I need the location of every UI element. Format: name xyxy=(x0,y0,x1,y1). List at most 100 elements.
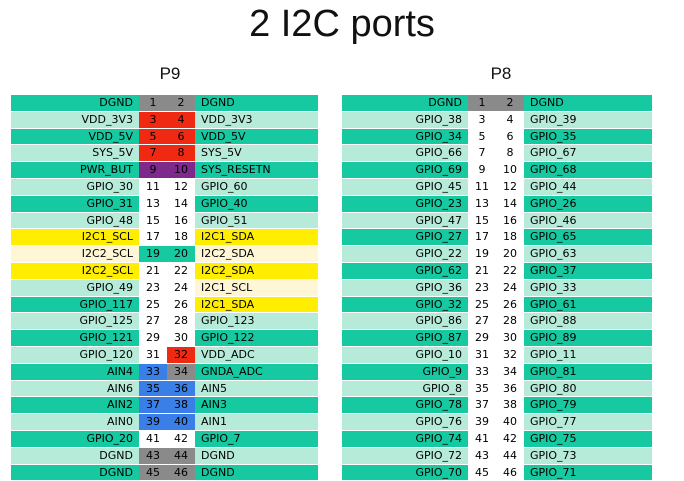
pin-number-right: 40 xyxy=(496,414,524,431)
pin-number-left: 27 xyxy=(468,313,496,331)
pin-number-right: 14 xyxy=(167,195,195,213)
pin-name-right: GPIO_89 xyxy=(524,330,652,347)
pin-name-left: VDD_5V xyxy=(11,128,139,146)
pin-name-left: GPIO_66 xyxy=(342,145,468,163)
pin-number-right: 12 xyxy=(496,178,524,196)
pin-row: GPIO_8 35 36 GPIO_80 xyxy=(342,380,652,398)
pin-number-left: 35 xyxy=(468,380,496,398)
pin-name-right: GPIO_7 xyxy=(195,430,318,448)
pin-row: GPIO_78 37 38 GPIO_79 xyxy=(342,397,652,415)
pin-name-right: GPIO_68 xyxy=(524,162,652,179)
pin-row: VDD_3V3 3 4 VDD_3V3 xyxy=(11,111,318,129)
pin-name-left: GPIO_125 xyxy=(11,313,139,331)
pin-number-right: 14 xyxy=(496,195,524,213)
pin-number-right: 26 xyxy=(496,296,524,314)
pin-name-left: GPIO_120 xyxy=(11,346,139,364)
pin-row: GPIO_74 41 42 GPIO_75 xyxy=(342,430,652,448)
pin-name-right: GPIO_81 xyxy=(524,363,652,381)
pin-row: GPIO_125 27 28 GPIO_123 xyxy=(11,313,318,331)
pin-name-left: AIN0 xyxy=(11,414,139,431)
pin-number-left: 13 xyxy=(468,195,496,213)
pin-number-left: 41 xyxy=(139,430,167,448)
pin-number-right: 10 xyxy=(496,162,524,179)
pin-number-left: 7 xyxy=(468,145,496,163)
pin-row: GPIO_48 15 16 GPIO_51 xyxy=(11,212,318,230)
pin-number-right: 32 xyxy=(496,346,524,364)
pin-name-left: GPIO_69 xyxy=(342,162,468,179)
pin-name-left: AIN4 xyxy=(11,363,139,381)
pin-row: GPIO_66 7 8 GPIO_67 xyxy=(342,145,652,163)
pin-name-right: VDD_ADC xyxy=(195,346,318,364)
pin-number-right: 24 xyxy=(496,279,524,297)
pin-name-right: GPIO_37 xyxy=(524,262,652,280)
pin-name-right: GPIO_79 xyxy=(524,397,652,415)
p9-header-table: DGND 1 2 DGND VDD_3V3 3 4 VDD_3V3 VDD_5V 5 6 VDD_5V… xyxy=(11,95,318,481)
pin-number-left: 27 xyxy=(139,313,167,331)
pin-number-right: 2 xyxy=(496,95,524,112)
pin-row: GPIO_32 25 26 GPIO_61 xyxy=(342,296,652,314)
pin-number-right: 4 xyxy=(496,111,524,129)
pin-number-right: 30 xyxy=(167,330,195,347)
pin-name-right: AIN1 xyxy=(195,414,318,431)
pin-name-right: I2C1_SDA xyxy=(195,296,318,314)
pin-row: AIN6 35 36 AIN5 xyxy=(11,380,318,398)
pin-name-right: AIN5 xyxy=(195,380,318,398)
pin-number-right: 22 xyxy=(496,262,524,280)
pin-number-left: 45 xyxy=(468,464,496,481)
pin-name-left: GPIO_48 xyxy=(11,212,139,230)
pin-row: VDD_5V 5 6 VDD_5V xyxy=(11,128,318,146)
p8-header-label: P8 xyxy=(490,64,512,83)
pin-number-left: 19 xyxy=(468,246,496,263)
pin-name-left: GPIO_34 xyxy=(342,128,468,146)
pin-name-right: I2C1_SCL xyxy=(195,279,318,297)
pin-number-right: 8 xyxy=(167,145,195,163)
pin-name-left: GPIO_38 xyxy=(342,111,468,129)
pin-number-right: 34 xyxy=(167,363,195,381)
pin-number-left: 31 xyxy=(468,346,496,364)
pin-row: PWR_BUT 9 10 SYS_RESETN xyxy=(11,162,318,179)
pin-name-right: I2C1_SDA xyxy=(195,229,318,247)
pin-row: GPIO_22 19 20 GPIO_63 xyxy=(342,246,652,263)
pin-row: GPIO_72 43 44 GPIO_73 xyxy=(342,447,652,465)
pin-name-left: VDD_3V3 xyxy=(11,111,139,129)
pin-name-right: GPIO_60 xyxy=(195,178,318,196)
pin-row: GPIO_38 3 4 GPIO_39 xyxy=(342,111,652,129)
pin-name-left: GPIO_70 xyxy=(342,464,468,481)
pin-name-left: GPIO_62 xyxy=(342,262,468,280)
pin-number-left: 11 xyxy=(468,178,496,196)
pin-number-left: 25 xyxy=(139,296,167,314)
pin-name-right: VDD_5V xyxy=(195,128,318,146)
pin-number-right: 16 xyxy=(496,212,524,230)
pin-number-left: 7 xyxy=(139,145,167,163)
pin-name-right: GPIO_88 xyxy=(524,313,652,331)
pin-name-right: AIN3 xyxy=(195,397,318,415)
pin-number-left: 25 xyxy=(468,296,496,314)
pin-number-left: 45 xyxy=(139,464,167,481)
pin-row: GPIO_45 11 12 GPIO_44 xyxy=(342,178,652,196)
pin-number-left: 39 xyxy=(139,414,167,431)
pin-row: DGND 1 2 DGND xyxy=(11,95,318,112)
pin-number-left: 19 xyxy=(139,246,167,263)
pin-name-left: GPIO_20 xyxy=(11,430,139,448)
pin-number-left: 43 xyxy=(139,447,167,465)
pin-name-left: GPIO_30 xyxy=(11,178,139,196)
pin-number-right: 12 xyxy=(167,178,195,196)
pin-name-right: GPIO_51 xyxy=(195,212,318,230)
pin-number-right: 36 xyxy=(167,380,195,398)
pin-name-right: DGND xyxy=(195,447,318,465)
pin-number-left: 3 xyxy=(468,111,496,129)
pin-name-left: PWR_BUT xyxy=(11,162,139,179)
pin-number-right: 16 xyxy=(167,212,195,230)
p8-header-table: DGND 1 2 DGND GPIO_38 3 4 GPIO_39 GPIO_34 5 6 GPIO_… xyxy=(342,95,652,481)
pin-name-right: GPIO_11 xyxy=(524,346,652,364)
p9-header-label: P9 xyxy=(159,64,181,83)
pin-number-left: 11 xyxy=(139,178,167,196)
pin-number-right: 30 xyxy=(496,330,524,347)
pin-name-right: DGND xyxy=(524,95,652,112)
pin-number-right: 34 xyxy=(496,363,524,381)
pin-number-left: 29 xyxy=(468,330,496,347)
pin-number-right: 20 xyxy=(496,246,524,263)
pin-row: GPIO_87 29 30 GPIO_89 xyxy=(342,330,652,347)
pin-row: GPIO_69 9 10 GPIO_68 xyxy=(342,162,652,179)
pin-name-right: SYS_RESETN xyxy=(195,162,318,179)
